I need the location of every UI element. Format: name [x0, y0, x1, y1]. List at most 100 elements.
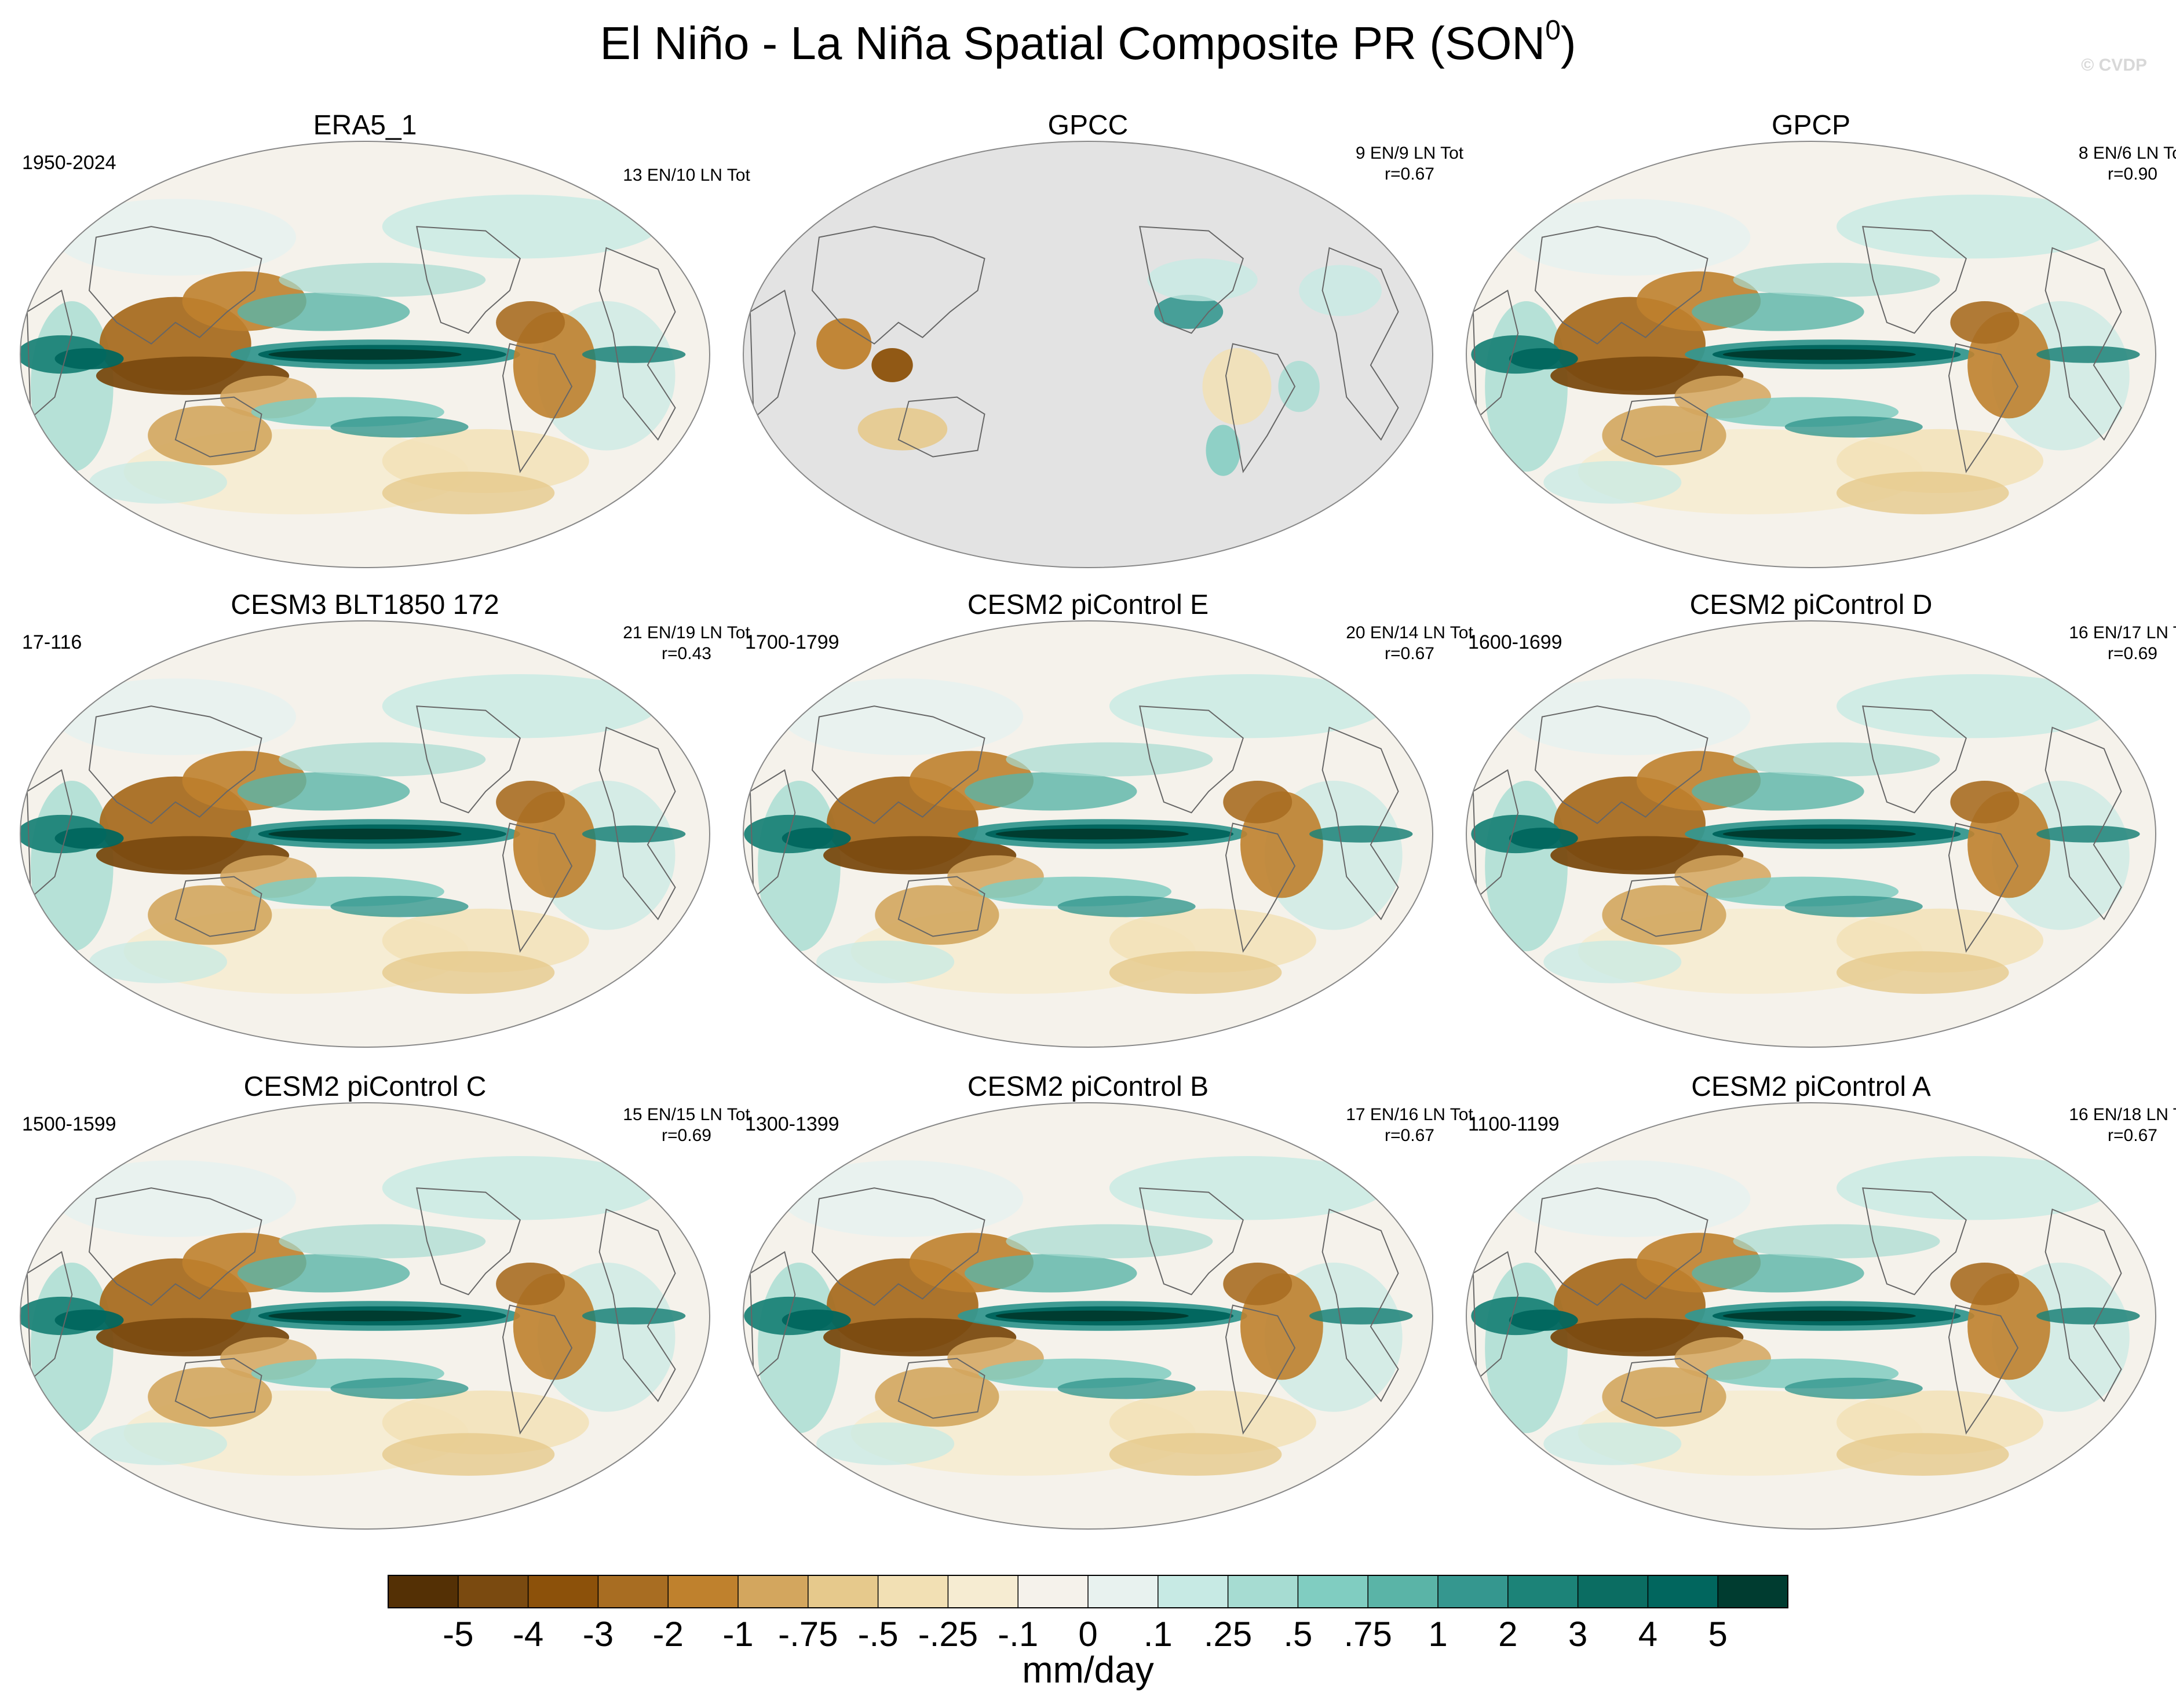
coastlines: [26, 226, 676, 473]
colorbar-swatch: [388, 1575, 459, 1608]
coastline: [2044, 1208, 2122, 1402]
anomaly-region: [582, 825, 686, 843]
anomaly-region: [1109, 1433, 1282, 1476]
anomaly-region: [757, 781, 841, 952]
panel-correlation: r=0.67: [1385, 1126, 1434, 1145]
colorbar-label: -1: [722, 1615, 753, 1654]
coastline: [1948, 822, 2019, 953]
anomaly-region: [995, 1310, 1189, 1322]
anomaly-region: [964, 1254, 1137, 1293]
colorbar-label: 2: [1498, 1615, 1517, 1654]
map-border: [743, 620, 1433, 1048]
panel-event-count: 13 EN/10 LN Tot: [623, 166, 750, 185]
panel-correlation: r=0.67: [1385, 164, 1434, 184]
coastline: [2044, 726, 2122, 920]
coastline: [1321, 1208, 1399, 1402]
anomaly-region: [1837, 951, 2009, 994]
colorbar-swatch: [1088, 1575, 1159, 1608]
watermark: © CVDP: [2081, 56, 2147, 75]
panel-correlation: r=0.43: [662, 644, 711, 663]
anomaly-region: [1784, 895, 1923, 917]
colorbar-swatch: [528, 1575, 598, 1608]
colorbar-label: 1: [1428, 1615, 1447, 1654]
coastline: [811, 226, 985, 345]
panel-title: GPCP: [1772, 110, 1850, 141]
coastline: [502, 343, 573, 473]
anomaly-region: [1602, 885, 1726, 945]
map-background: [743, 141, 1433, 568]
colorbar-swatch: [598, 1575, 669, 1608]
anomaly-region: [1309, 1307, 1413, 1325]
coastline: [1139, 226, 1244, 334]
anomaly-region: [279, 1224, 486, 1259]
anomaly-region: [268, 349, 462, 360]
anomaly-region: [1202, 348, 1272, 425]
anomaly-region: [1509, 199, 1751, 276]
anomaly-region: [496, 1263, 565, 1305]
panel-event-count: 15 EN/15 LN Tot: [623, 1105, 750, 1124]
precip-field: [20, 1156, 686, 1476]
anomaly-region: [1837, 1433, 2009, 1476]
anomaly-region: [382, 1433, 555, 1476]
coastline: [1225, 822, 1296, 953]
anomaly-region: [1206, 425, 1240, 476]
coastline: [1472, 1251, 1519, 1381]
coastline: [1620, 396, 1708, 458]
precip-field: [20, 195, 686, 515]
anomaly-region: [1543, 461, 1682, 504]
coastline: [26, 769, 73, 899]
anomaly-region: [1950, 1263, 2020, 1305]
anomaly-region: [1509, 827, 1578, 849]
anomaly-region: [1692, 772, 1864, 811]
colorbar-label: -.5: [858, 1615, 899, 1654]
anomaly-region: [782, 678, 1024, 755]
anomaly-region: [2036, 825, 2140, 843]
colorbar-swatch: [1718, 1575, 1788, 1608]
coastline: [1225, 343, 1296, 473]
panel-period: 1100-1199: [1468, 1113, 1560, 1135]
coastlines: [26, 1187, 676, 1435]
coastline: [1534, 226, 1708, 345]
coastline: [598, 247, 676, 441]
anomaly-region: [1837, 1156, 2113, 1220]
anomaly-region: [875, 1367, 999, 1427]
panel-period: 1700-1799: [745, 631, 839, 653]
coastline: [1225, 1304, 1296, 1435]
colorbar-swatch: [878, 1575, 948, 1608]
anomaly-region: [54, 1309, 124, 1331]
panel-correlation: r=0.69: [662, 1126, 711, 1145]
colorbar-swatch: [1438, 1575, 1509, 1608]
coastline: [811, 1187, 985, 1306]
panel-title: CESM2 piControl B: [967, 1071, 1209, 1102]
coastline: [749, 290, 796, 420]
anomaly-region: [382, 195, 658, 259]
anomaly-region: [995, 828, 1189, 840]
anomaly-region: [89, 941, 227, 983]
panel-event-count: 17 EN/16 LN Tot: [1346, 1105, 1473, 1124]
panel-period: 1600-1699: [1468, 631, 1562, 653]
anomaly-region: [782, 1309, 851, 1331]
anomaly-region: [1299, 265, 1382, 316]
anomaly-region: [382, 1156, 658, 1220]
anomaly-region: [382, 471, 555, 514]
colorbar-swatch: [1578, 1575, 1648, 1608]
colorbar-label: -4: [513, 1615, 543, 1654]
coastline: [1321, 726, 1399, 920]
colorbar-label: -.25: [918, 1615, 978, 1654]
coastline: [174, 876, 262, 937]
anomaly-region: [1722, 828, 1916, 840]
anomaly-region: [1278, 361, 1320, 412]
anomaly-region: [237, 292, 410, 331]
coastline: [749, 1251, 796, 1381]
precip-field: [744, 1156, 1413, 1476]
anomaly-region: [54, 678, 296, 755]
coastline: [1472, 290, 1519, 420]
colorbar-swatch: [1507, 1575, 1579, 1608]
map-panel: CESM2 piControl B 1300-1399 17 EN/16 LN To…: [743, 1071, 1473, 1530]
colorbar-label: .1: [1144, 1615, 1173, 1654]
anomaly-region: [1006, 1224, 1213, 1259]
colorbar-swatch: [1298, 1575, 1368, 1608]
colorbar-swatch: [738, 1575, 809, 1608]
anomaly-region: [816, 318, 872, 370]
